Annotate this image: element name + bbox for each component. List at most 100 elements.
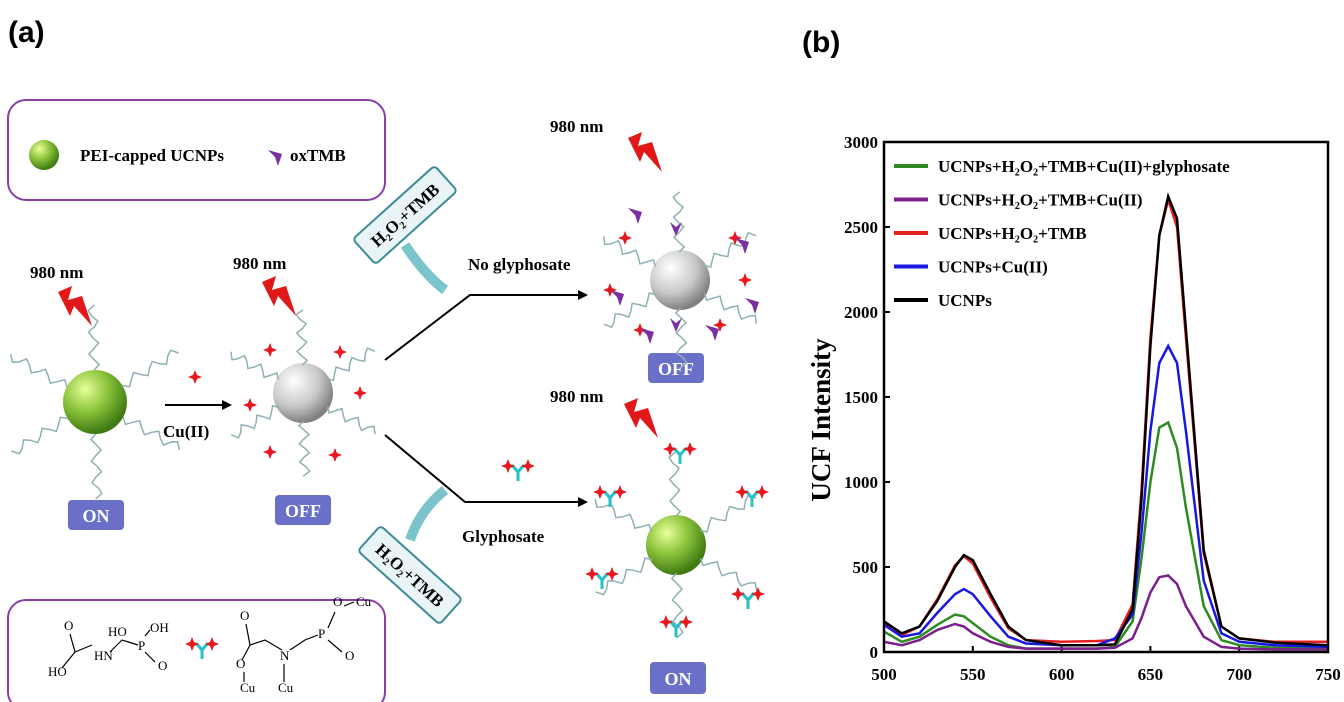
copper-ion: [243, 398, 257, 412]
arrow: [385, 435, 580, 502]
copper-ion: [683, 442, 697, 456]
x-tick-label: 750: [1315, 665, 1341, 684]
laser-label: 980 nm: [550, 387, 603, 406]
laser-bolt: [624, 398, 658, 438]
atom: O: [345, 648, 354, 663]
atom: P: [138, 638, 145, 653]
copper-ion: [188, 370, 202, 384]
glyphosate-icon: [596, 573, 608, 589]
chart: UCF Intensity 05001000150020002500300050…: [806, 133, 1341, 684]
arrow: [385, 295, 580, 360]
ligand: [604, 293, 656, 327]
glyphosate-icon: [742, 593, 754, 609]
panel-label: (b): [802, 26, 840, 59]
ligand: [705, 293, 757, 323]
copper-ion: [263, 343, 277, 357]
oxtmb: [705, 325, 719, 341]
y-tick-label: 2000: [844, 303, 878, 322]
ligand: [296, 310, 307, 365]
curved-arrow: [410, 490, 445, 540]
atom: HO: [108, 624, 127, 639]
legend-text: oxTMB: [290, 146, 346, 165]
oxtmb: [745, 298, 759, 314]
ligand: [11, 354, 67, 387]
ligand: [701, 558, 757, 591]
ligand: [595, 499, 651, 532]
legend-label: UCNPs+H₂O₂+TMB+Cu(II): [938, 191, 1143, 210]
series-line: [884, 346, 1328, 647]
copper-ion: [663, 442, 677, 456]
glyphosate-icon: [604, 491, 616, 507]
atom: Cu: [240, 680, 256, 695]
ligand: [11, 417, 67, 454]
copper-ion: [738, 273, 752, 287]
glyphosate-icon: [746, 491, 758, 507]
laser-bolt: [262, 276, 296, 316]
oxtmb: [670, 318, 682, 332]
copper-ion: [605, 567, 619, 581]
copper-ion: [585, 567, 599, 581]
x-tick-label: 500: [871, 665, 897, 684]
atom: O: [158, 658, 167, 673]
laser-label: 980 nm: [550, 117, 603, 136]
arrow-label: Cu(II): [163, 422, 209, 441]
copper-ion: [751, 587, 765, 601]
atom: O: [236, 656, 245, 671]
oxtmb: [628, 208, 642, 224]
ligand: [604, 236, 656, 266]
legend-label: UCNPs: [938, 291, 992, 310]
laser-bolt: [58, 286, 92, 326]
particle: [646, 515, 706, 575]
branch-label: No glyphosate: [468, 255, 571, 274]
y-tick-label: 0: [870, 643, 879, 662]
glyphosate-icon: [196, 643, 208, 659]
copper-ion: [328, 448, 342, 462]
y-tick-label: 1500: [844, 388, 878, 407]
copper-ion: [679, 615, 693, 629]
arrow-head: [222, 400, 232, 410]
x-tick-label: 650: [1138, 665, 1164, 684]
copper-ion: [593, 485, 607, 499]
copper-ion: [333, 345, 347, 359]
laser-label: 980 nm: [233, 254, 286, 273]
state: ON: [83, 506, 110, 526]
panel-label: (a): [8, 16, 45, 49]
series-line: [884, 423, 1328, 649]
curved-arrow: [405, 245, 445, 290]
structure-bonds: [62, 602, 354, 682]
oxtmb: [670, 222, 682, 236]
ligand: [299, 421, 310, 476]
legend-text: PEI-capped UCNPs: [80, 146, 224, 165]
atom: O: [64, 618, 73, 633]
y-tick-label: 3000: [844, 133, 878, 152]
copper-ion: [521, 459, 535, 473]
atom: Cu: [278, 680, 294, 695]
x-tick-label: 600: [1049, 665, 1075, 684]
particle: [63, 370, 127, 434]
ligand: [328, 406, 375, 434]
copper-ion: [185, 637, 199, 651]
ligand: [700, 495, 756, 532]
structure-box: [8, 600, 385, 702]
state: OFF: [658, 359, 694, 379]
atom: OH: [150, 620, 169, 635]
legend-label: UCNPs+H₂O₂+TMB+Cu(II)+glyphosate: [938, 157, 1230, 176]
legend-label: UCNPs+Cu(II): [938, 258, 1048, 277]
glyphosate-icon: [512, 465, 524, 481]
y-tick-label: 1000: [844, 473, 878, 492]
oxtmb: [610, 290, 624, 306]
ligand: [327, 348, 375, 380]
atom: O: [240, 608, 249, 623]
particle-icon: [29, 140, 59, 170]
laser-label: 980 nm: [30, 263, 83, 282]
ligand: [231, 352, 278, 380]
ligand: [673, 192, 684, 252]
copper-ion: [353, 386, 367, 400]
y-tick-label: 2500: [844, 218, 878, 237]
copper-ion: [205, 637, 219, 651]
x-tick-label: 700: [1226, 665, 1252, 684]
ligand: [122, 350, 178, 387]
x-tick-label: 550: [960, 665, 986, 684]
atom: HN: [94, 648, 113, 663]
series-line: [884, 576, 1328, 650]
